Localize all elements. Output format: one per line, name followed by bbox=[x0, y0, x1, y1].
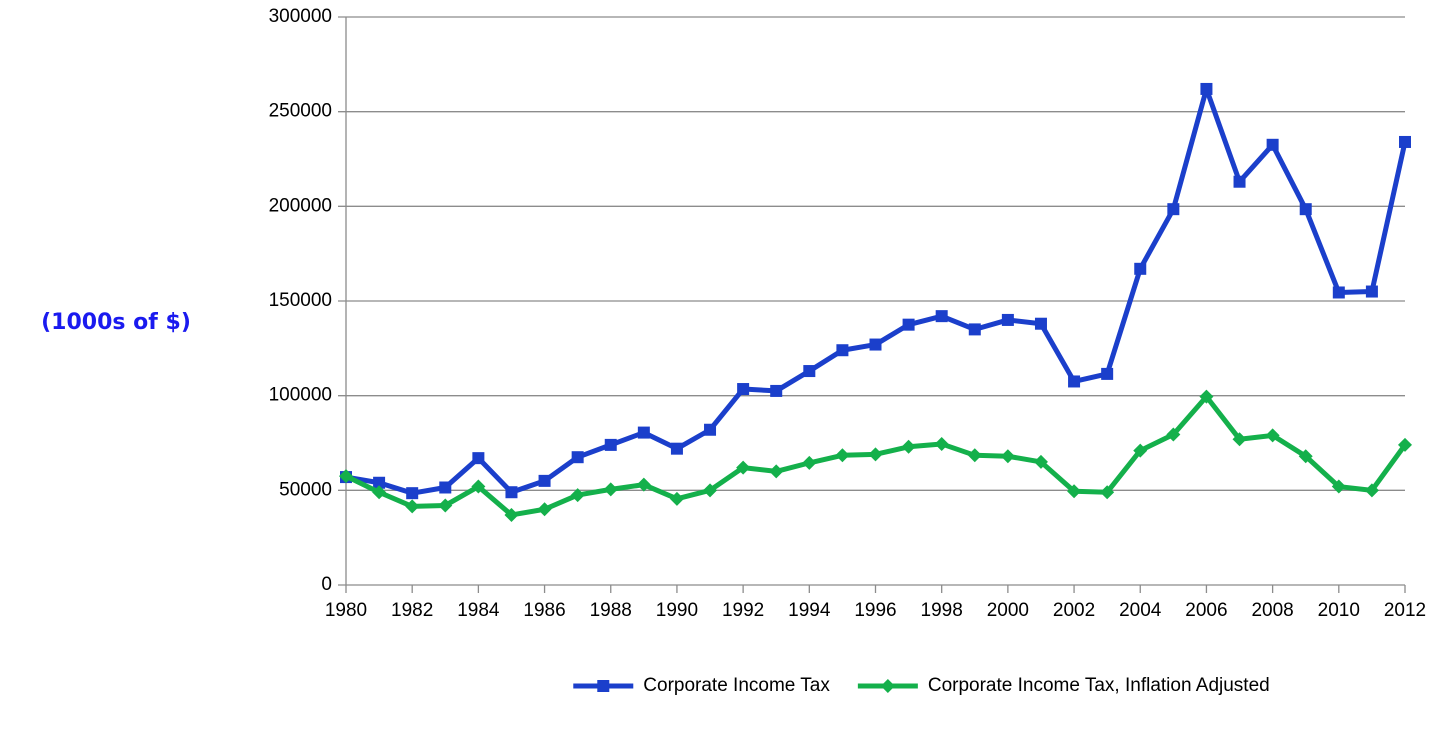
y-tick-label: 50000 bbox=[279, 479, 332, 500]
x-tick-label: 1994 bbox=[788, 600, 831, 621]
marker bbox=[372, 485, 387, 500]
x-tick-label: 2004 bbox=[1119, 600, 1162, 621]
x-tick-label: 2006 bbox=[1185, 600, 1227, 621]
marker bbox=[471, 479, 486, 494]
x-tick-label: 2008 bbox=[1251, 600, 1293, 621]
marker bbox=[636, 477, 651, 492]
legend-label: Corporate Income Tax, Inflation Adjusted bbox=[928, 675, 1270, 696]
x-tick-label: 1990 bbox=[656, 600, 698, 621]
x-tick-label: 1992 bbox=[722, 600, 764, 621]
legend-marker bbox=[597, 680, 610, 692]
marker bbox=[604, 438, 617, 451]
marker bbox=[703, 483, 718, 498]
y-tick-label: 0 bbox=[321, 574, 332, 595]
marker bbox=[967, 448, 982, 463]
marker bbox=[1001, 313, 1014, 326]
marker bbox=[1166, 427, 1181, 442]
marker bbox=[339, 469, 353, 484]
marker bbox=[836, 344, 849, 357]
marker bbox=[1266, 138, 1279, 151]
marker bbox=[669, 491, 684, 506]
y-tick-label: 200000 bbox=[269, 195, 332, 216]
marker bbox=[1133, 443, 1148, 458]
marker bbox=[769, 464, 784, 479]
marker bbox=[869, 338, 882, 351]
marker bbox=[902, 318, 915, 331]
marker bbox=[603, 482, 618, 497]
x-tick-label: 2010 bbox=[1318, 600, 1360, 621]
marker bbox=[670, 442, 683, 455]
marker bbox=[405, 499, 420, 514]
marker bbox=[1000, 449, 1015, 464]
marker bbox=[1068, 375, 1081, 388]
marker bbox=[472, 452, 485, 465]
marker bbox=[901, 439, 916, 454]
marker bbox=[504, 507, 519, 522]
marker bbox=[1100, 485, 1115, 500]
marker bbox=[1134, 262, 1147, 275]
marker bbox=[1200, 82, 1213, 95]
x-tick-label: 2012 bbox=[1384, 600, 1426, 621]
y-tick-label: 100000 bbox=[269, 385, 332, 406]
x-tick-label: 1984 bbox=[457, 600, 500, 621]
marker bbox=[1067, 484, 1082, 499]
marker bbox=[1331, 479, 1346, 494]
marker bbox=[1299, 203, 1312, 216]
x-tick-label: 2002 bbox=[1053, 600, 1095, 621]
marker bbox=[1298, 449, 1313, 464]
marker bbox=[835, 448, 850, 463]
marker bbox=[1232, 432, 1247, 447]
y-tick-label: 150000 bbox=[269, 290, 332, 311]
marker bbox=[1033, 454, 1048, 469]
y-tick-label: 300000 bbox=[269, 6, 332, 27]
marker bbox=[770, 384, 783, 397]
marker bbox=[1233, 175, 1246, 188]
marker bbox=[935, 310, 948, 323]
x-tick-label: 1998 bbox=[921, 600, 963, 621]
marker bbox=[406, 487, 419, 500]
marker bbox=[1034, 317, 1047, 330]
marker bbox=[570, 488, 585, 503]
marker bbox=[1332, 286, 1345, 299]
marker bbox=[1167, 203, 1180, 216]
marker bbox=[868, 447, 883, 462]
y-tick-label: 250000 bbox=[269, 101, 332, 122]
x-tick-label: 1996 bbox=[854, 600, 896, 621]
x-tick-label: 1986 bbox=[523, 600, 565, 621]
marker bbox=[704, 423, 717, 436]
marker bbox=[1265, 428, 1280, 443]
marker bbox=[1101, 367, 1114, 380]
marker bbox=[1399, 135, 1411, 148]
x-tick-label: 1988 bbox=[590, 600, 632, 621]
marker bbox=[736, 460, 751, 475]
marker bbox=[968, 323, 981, 336]
marker bbox=[1398, 437, 1412, 452]
legend-marker bbox=[880, 679, 895, 693]
marker bbox=[538, 474, 551, 487]
x-tick-label: 1980 bbox=[325, 600, 367, 621]
x-tick-label: 2000 bbox=[987, 600, 1029, 621]
marker bbox=[505, 486, 518, 499]
marker bbox=[373, 476, 386, 489]
marker bbox=[802, 455, 817, 470]
marker bbox=[803, 365, 816, 378]
marker bbox=[571, 451, 584, 464]
marker bbox=[637, 426, 650, 439]
marker bbox=[737, 383, 750, 396]
series-line bbox=[345, 86, 1408, 496]
marker bbox=[537, 502, 552, 517]
marker bbox=[439, 481, 452, 494]
y-axis-label: (1000s of $) bbox=[41, 310, 191, 335]
marker bbox=[934, 436, 949, 451]
x-tick-label: 1982 bbox=[391, 600, 433, 621]
marker bbox=[1199, 389, 1214, 404]
legend-label: Corporate Income Tax bbox=[643, 675, 830, 696]
marker bbox=[1365, 285, 1378, 298]
marker bbox=[438, 498, 453, 513]
marker bbox=[1364, 483, 1379, 498]
